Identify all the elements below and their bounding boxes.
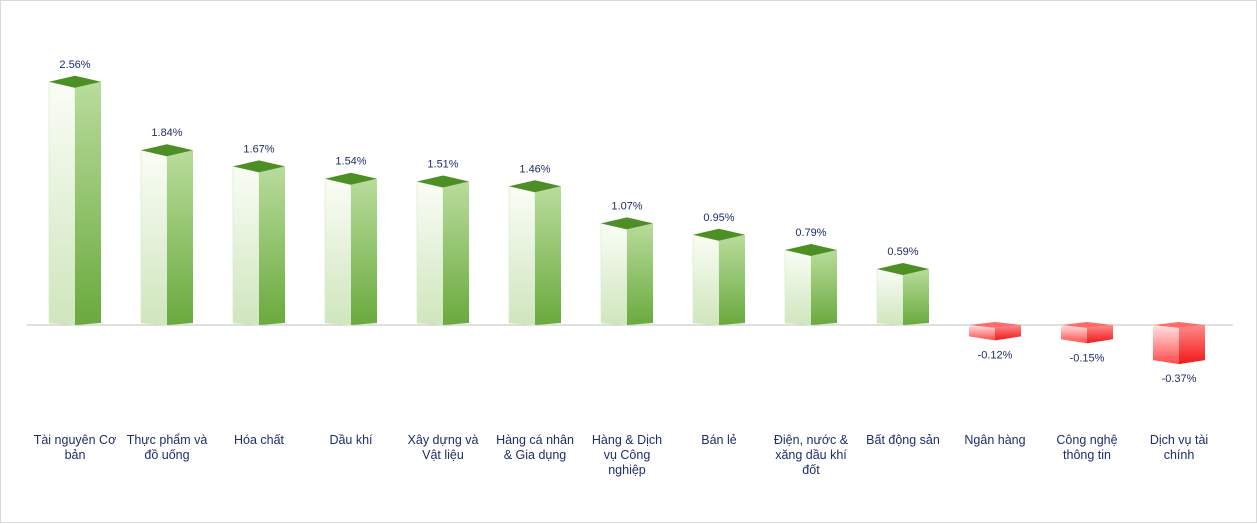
bar-side-face [351, 178, 377, 325]
data-label: -0.15% [1070, 352, 1105, 364]
category-label: Điện, nước & xăng dầu khí đốt [773, 433, 849, 477]
bar-front-face [416, 181, 444, 326]
bar-side-face [535, 186, 561, 325]
bar [1153, 322, 1205, 365]
bar-top-face [601, 217, 653, 230]
bar [416, 175, 469, 326]
data-label: -0.12% [978, 349, 1013, 361]
bar-top-face [417, 175, 469, 188]
bar-side-face [903, 268, 929, 325]
category-label: Bán lẻ [701, 433, 737, 447]
category-label: Bất động sản [866, 433, 940, 447]
bar-front-face [48, 81, 76, 326]
bar-top-face [233, 160, 285, 173]
bar [784, 243, 837, 326]
bar-top-face [141, 144, 193, 157]
bar-side-face [259, 166, 285, 325]
category-label: Ngân hàng [964, 433, 1026, 447]
bar [600, 217, 653, 326]
bar-front-face [692, 234, 720, 326]
bar [232, 160, 285, 326]
data-label: 1.54% [335, 156, 366, 168]
bar-front-face [140, 149, 168, 326]
bar-series [48, 75, 1205, 365]
bar [876, 262, 929, 326]
bar-side-face [811, 249, 837, 325]
data-label: 1.51% [427, 159, 458, 171]
bar-front-face [600, 222, 628, 326]
bar [692, 228, 745, 326]
bar [969, 322, 1021, 341]
bar-front-face [784, 249, 812, 326]
bar [508, 180, 561, 326]
bar-side-face [627, 223, 653, 325]
bar [48, 75, 101, 326]
bar-side-face [1087, 325, 1113, 344]
bar-front-face [969, 325, 995, 341]
data-label: 1.46% [519, 163, 550, 175]
bar-top-face [693, 228, 745, 241]
bar-front-face [508, 185, 536, 326]
bar-top-face [877, 262, 929, 275]
bar-front-face [324, 178, 352, 326]
bar-side-face [75, 81, 101, 325]
bar-front-face [232, 165, 260, 326]
bar [324, 172, 377, 326]
value-labels: 2.56% 1.84% 1.67% 1.54% 1.51% 1.46% 1.07% 0.95%… [59, 59, 1196, 385]
category-label: Dầu khí [329, 433, 373, 447]
bar-top-face [325, 172, 377, 185]
bar-side-face [1179, 325, 1205, 365]
category-label: Hàng cá nhân & Gia dụng [496, 433, 574, 462]
bar-front-face [876, 268, 904, 326]
category-label: Xây dựng và Vật liệu [407, 433, 479, 462]
bar-top-face [49, 75, 101, 88]
category-label: Thực phẩm và đồ uống [126, 433, 208, 462]
data-label: -0.37% [1162, 373, 1197, 385]
category-label: Công nghệ thông tin [1056, 433, 1118, 462]
bar-side-face [167, 150, 193, 325]
data-label: 0.95% [703, 212, 734, 224]
bar-side-face [719, 234, 745, 325]
bar [1061, 322, 1113, 344]
bar-front-face [1061, 325, 1087, 344]
data-label: 1.67% [243, 143, 274, 155]
category-label: Hóa chất [233, 433, 285, 447]
data-label: 1.84% [151, 127, 182, 139]
data-label: 0.59% [887, 246, 918, 258]
bar-top-face [785, 243, 837, 256]
data-label: 1.07% [611, 200, 642, 212]
bar-side-face [995, 325, 1021, 341]
bar-top-face [509, 180, 561, 193]
bar [140, 144, 193, 326]
bar-front-face [1153, 325, 1179, 365]
data-label: 2.56% [59, 59, 90, 71]
category-label: Hàng & Dịch vụ Công nghiệp [591, 433, 663, 477]
category-label: Dịch vụ tài chính [1149, 433, 1209, 462]
category-label: Tài nguyên Cơ bản [33, 433, 117, 462]
data-label: 0.79% [795, 227, 826, 239]
bar-side-face [443, 181, 469, 325]
